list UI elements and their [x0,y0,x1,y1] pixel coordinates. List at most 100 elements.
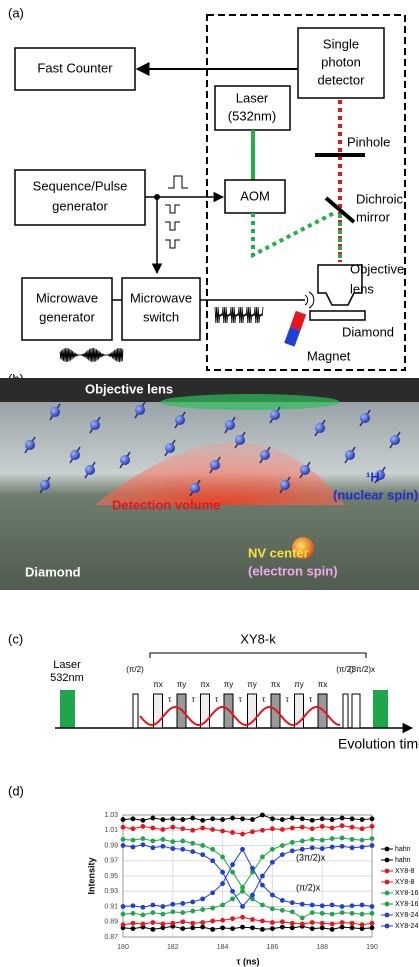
spin [190,483,200,493]
data-point [160,922,165,927]
panel-label: (a) [8,5,24,20]
series-line [123,917,372,925]
data-point [310,826,315,831]
data-point [240,847,245,852]
x-tick-label: 186 [267,944,279,951]
spin [315,423,325,433]
data-point [210,906,215,911]
data-point [131,826,136,831]
data-point [330,845,335,850]
data-point [270,906,275,911]
data-point [141,842,146,847]
series-line [123,849,372,907]
x-tick-label: 188 [316,944,328,951]
data-point [340,925,345,930]
data-point [350,921,355,926]
data-point [141,836,146,841]
figure: (a) Single photon detector Fast Counter … [0,0,419,967]
data-point [280,852,285,857]
data-point [330,826,335,831]
mw-switch-label: switch [143,309,179,324]
data-point [290,909,295,914]
data-point [200,907,205,912]
data-point [220,881,225,886]
data-point [260,874,265,879]
spin [260,450,270,460]
spin [270,410,280,420]
legend-label: XY8-16 [395,901,418,908]
spin [25,440,35,450]
data-point [200,896,205,901]
sequence-label: Sequence/Pulse [33,178,128,193]
data-point [320,903,325,908]
laser-label: Laser [236,90,269,105]
data-point [280,817,285,822]
data-point [240,889,245,894]
data-point [310,818,315,823]
data-point [141,818,146,823]
data-point [180,926,185,931]
tau-label: τ [192,695,196,704]
data-point [290,826,295,831]
data-point [131,921,136,926]
tau-label: τ [309,695,313,704]
sequence-label: generator [52,198,108,213]
data-point [360,845,365,850]
data-point [230,896,235,901]
diamond-label: Diamond [342,324,394,339]
data-point [270,926,275,931]
data-point [200,925,205,930]
data-point [190,900,195,905]
data-point [150,845,155,850]
panel-b: (b) Objective lens Detection volume ¹H (… [0,371,419,590]
data-point [150,910,155,915]
tau-label: τ [168,695,172,704]
data-point [200,826,205,831]
data-point [190,921,195,926]
data-point [240,904,245,909]
laser-pulse [373,690,388,728]
axis-label: Evolution time [338,736,419,752]
data-point [160,837,165,842]
data-point [330,927,335,932]
data-point [270,826,275,831]
x-tick-label: 180 [117,944,129,951]
data-point [141,824,146,829]
data-point [121,825,126,830]
data-point [310,910,315,915]
x-tick-label: 190 [366,944,378,951]
data-point [260,828,265,833]
spin [225,420,235,430]
data-point [260,813,265,818]
diamond-label: Diamond [25,564,81,579]
data-point [131,816,136,821]
data-point [270,893,275,898]
x-tick-label: 182 [167,944,179,951]
spin [85,465,95,475]
data-point [170,816,175,821]
data-point [230,816,235,821]
data-point [230,830,235,835]
data-point [131,838,136,843]
data-point [250,925,255,930]
h-label: ¹H [366,469,380,484]
y-tick-label: 0.99 [104,842,118,849]
data-point [160,817,165,822]
data-point [320,838,325,843]
spin [300,465,310,475]
data-point [260,927,265,932]
data-point [131,903,136,908]
data-point [300,916,305,921]
pulse [133,694,138,728]
spin [345,450,355,460]
data-point [270,920,275,925]
data-point [121,922,126,927]
data-point [170,839,175,844]
series-line [123,891,372,918]
legend-label: XY8-24 [395,923,418,930]
spin [235,435,245,445]
data-point [230,926,235,931]
data-point [121,904,126,909]
y-axis-label: Intensity [86,857,96,894]
data-point [210,847,215,852]
